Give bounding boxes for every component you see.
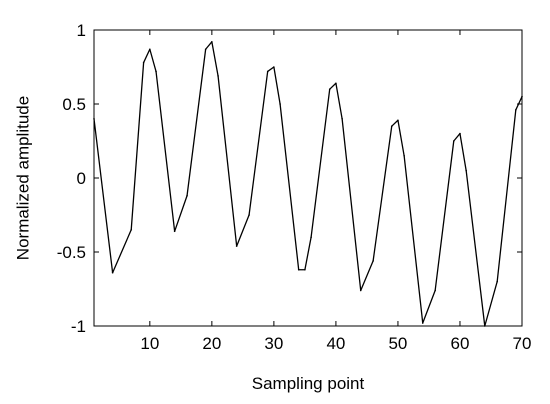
data-point (514, 109, 517, 111)
y-tick-label: -1 (71, 317, 86, 336)
plot-area-frame (93, 29, 523, 327)
y-tick-label: 1 (77, 21, 86, 40)
data-point (173, 230, 176, 233)
x-tick-label: 20 (202, 334, 221, 353)
series-line (93, 41, 523, 327)
data-point (111, 271, 114, 274)
x-tick-label: 30 (264, 334, 283, 353)
data-point (341, 118, 343, 120)
ticks-layer (94, 29, 523, 327)
data-point (397, 119, 399, 122)
data-point (372, 260, 374, 262)
data-point (459, 132, 461, 135)
y-tick-label: 0 (77, 169, 86, 188)
data-point (297, 268, 300, 271)
data-point (273, 66, 275, 68)
data-point (279, 103, 281, 105)
data-point (149, 48, 151, 51)
data-point (186, 194, 188, 197)
data-point (403, 155, 405, 157)
data-point (390, 125, 393, 127)
data-point (142, 61, 145, 64)
data-point (452, 140, 455, 142)
data-point (304, 268, 306, 271)
x-tick-label: 40 (326, 334, 345, 353)
data-point (155, 70, 157, 73)
data-point (211, 41, 213, 43)
y-axis-label: Normalized amplitude (13, 96, 32, 260)
data-point (359, 289, 362, 292)
data-point (434, 289, 436, 292)
y-tick-label: 0.5 (62, 95, 86, 114)
data-point (130, 229, 133, 231)
data-point (421, 322, 424, 324)
data-point (217, 75, 219, 77)
data-point (248, 214, 250, 216)
data-point (335, 82, 337, 85)
data-point (328, 88, 331, 90)
x-tick-label: 10 (140, 334, 159, 353)
data-point (266, 70, 269, 73)
tick-labels-layer: 10 20 30 40 50 60 70 -1 -0.5 0 0.5 1 (57, 21, 532, 353)
data-point (235, 245, 238, 247)
data-point (465, 169, 467, 172)
x-tick-label: 60 (451, 334, 470, 353)
data-point (310, 236, 312, 238)
y-tick-label: -0.5 (57, 243, 86, 262)
x-tick-label: 50 (388, 334, 407, 353)
x-axis-label: Sampling point (252, 374, 365, 393)
data-point (496, 280, 498, 283)
series-layer (93, 41, 523, 327)
data-point (204, 48, 207, 51)
x-tick-label: 70 (513, 334, 532, 353)
